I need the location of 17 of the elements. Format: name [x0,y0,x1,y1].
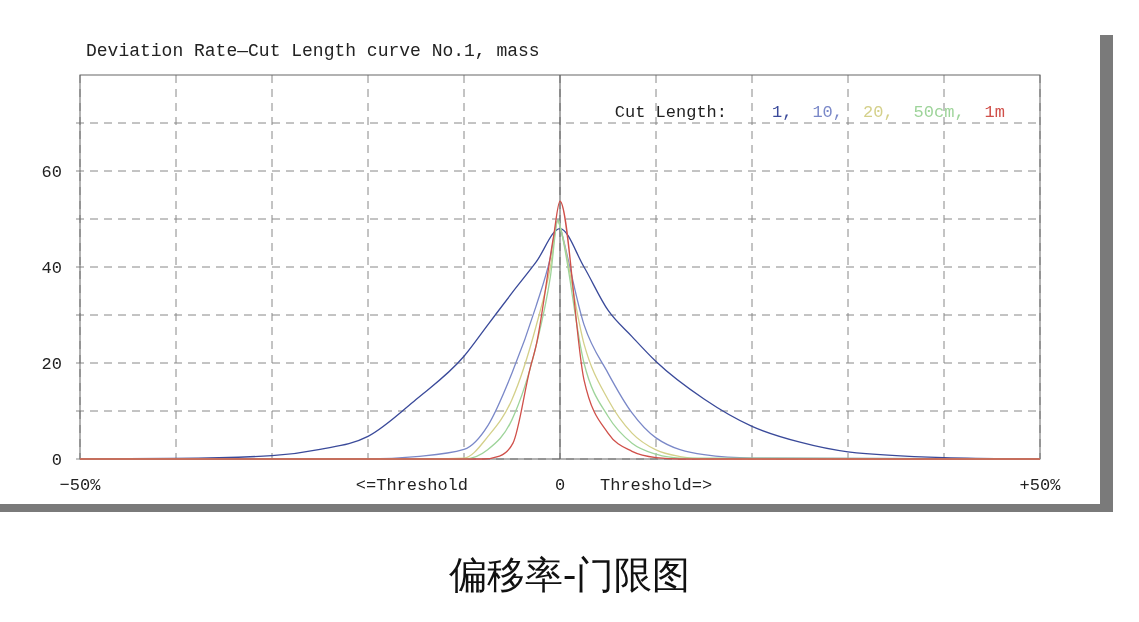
y-tick-label: 60 [41,163,62,182]
text: Threshold=> [600,476,713,495]
y-tick-label: 40 [41,259,62,278]
x-tick-label: −50% [59,476,102,495]
y-tick-label: 0 [51,451,62,470]
text: 10, [812,103,844,122]
legend-title: Cut Length: [614,103,728,122]
x-tick-label: +50% [1019,476,1062,495]
text: <=Threshold [355,476,468,495]
y-tick-label: 20 [41,355,62,374]
text: 50cm, [913,103,965,122]
text: 20, [863,103,894,122]
x-tick-label: 0 [554,476,566,495]
text: 1m [984,103,1006,122]
text: 偏移率-门限图 [448,553,691,597]
chart-title: Deviation Rate—Cut Length curve No.1, mass [86,41,540,61]
text: 1, [772,103,793,122]
